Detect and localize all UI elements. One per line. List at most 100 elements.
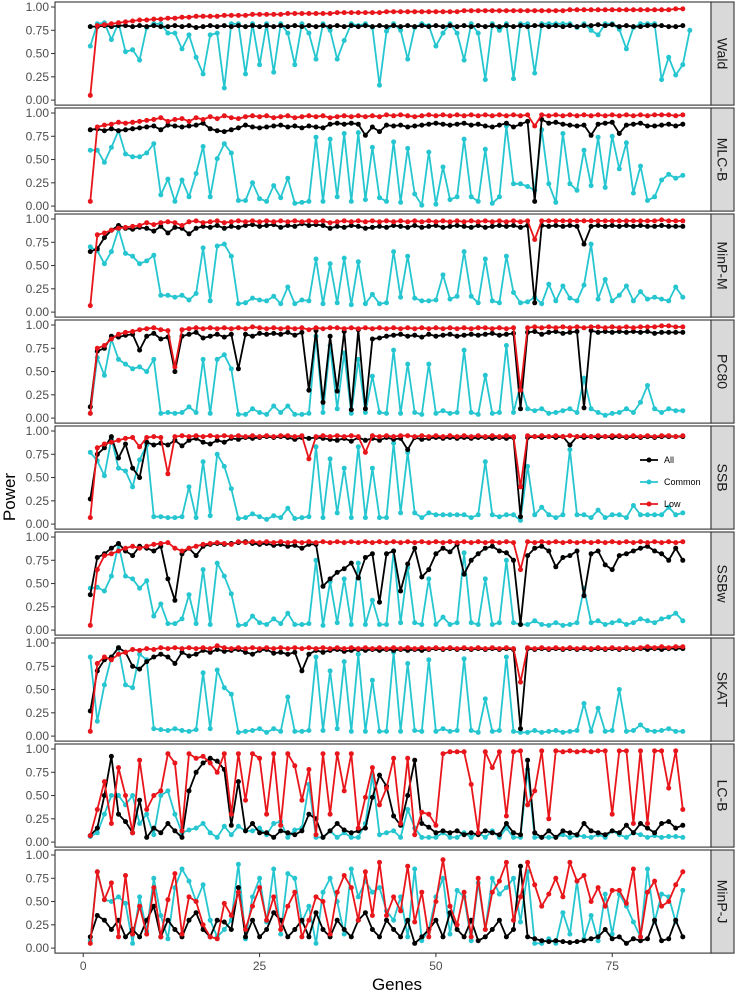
data-point: [264, 927, 270, 932]
data-point: [108, 121, 114, 127]
data-point: [327, 875, 333, 881]
data-point: [200, 245, 206, 251]
data-point: [532, 23, 538, 29]
data-point: [292, 200, 298, 206]
data-point: [673, 408, 679, 414]
data-point: [348, 114, 354, 120]
data-point: [151, 726, 157, 732]
data-point: [292, 827, 298, 833]
data-point: [228, 822, 234, 828]
data-point: [278, 539, 284, 545]
data-point: [144, 659, 150, 665]
data-point: [638, 616, 643, 622]
data-point: [250, 222, 255, 228]
strip-label-pc80: PC80: [715, 354, 731, 389]
data-point: [235, 125, 241, 131]
data-point: [405, 661, 411, 666]
data-point: [299, 329, 305, 335]
data-point: [609, 539, 615, 545]
data-point: [638, 938, 643, 944]
data-point: [144, 578, 150, 584]
data-point: [440, 875, 446, 881]
data-point: [560, 24, 566, 30]
data-point: [221, 645, 227, 651]
data-point: [553, 199, 559, 205]
data-point: [87, 592, 93, 598]
data-point: [616, 223, 622, 229]
data-point: [602, 728, 608, 734]
data-point: [348, 23, 354, 29]
data-point: [518, 224, 523, 230]
y-tick-label: 0.50: [26, 259, 50, 273]
data-point: [243, 71, 248, 77]
data-point: [377, 599, 382, 605]
data-point: [412, 728, 418, 733]
data-point: [94, 661, 100, 666]
data-point: [306, 23, 312, 29]
data-point: [405, 333, 411, 339]
data-point: [257, 726, 263, 732]
data-point: [362, 437, 368, 443]
data-point: [151, 330, 157, 336]
data-point: [292, 875, 298, 881]
data-point: [574, 324, 580, 330]
data-point: [116, 20, 121, 26]
data-point: [426, 824, 432, 830]
data-point: [412, 434, 418, 440]
data-point: [348, 10, 354, 16]
data-point: [482, 459, 488, 465]
data-point: [609, 298, 615, 304]
data-point: [250, 613, 255, 619]
data-point: [447, 645, 453, 651]
data-point: [186, 14, 192, 20]
data-point: [666, 433, 672, 439]
data-point: [369, 336, 375, 342]
data-point: [511, 557, 516, 563]
data-point: [355, 130, 361, 136]
data-point: [489, 543, 495, 549]
data-point: [137, 223, 143, 228]
data-point: [454, 749, 460, 755]
data-point: [666, 785, 672, 791]
data-point: [489, 326, 495, 332]
data-point: [137, 545, 143, 551]
data-point: [306, 198, 312, 204]
data-point: [532, 646, 538, 652]
data-point: [645, 296, 650, 302]
data-point: [652, 512, 658, 518]
data-point: [313, 894, 319, 900]
data-point: [123, 573, 128, 579]
data-point: [320, 622, 326, 628]
data-point: [299, 828, 305, 834]
series-all: [87, 863, 686, 946]
data-point: [412, 940, 418, 946]
data-point: [179, 728, 185, 733]
data-point: [553, 298, 559, 304]
data-point: [137, 327, 143, 333]
data-point: [172, 621, 178, 627]
data-point: [355, 434, 361, 440]
data-point: [567, 645, 573, 651]
data-point: [475, 30, 481, 36]
data-point: [652, 830, 658, 836]
data-point: [250, 511, 255, 517]
data-point: [313, 24, 319, 30]
data-point: [377, 114, 382, 120]
data-point: [257, 934, 263, 940]
data-point: [355, 834, 361, 840]
data-point: [200, 220, 206, 226]
data-point: [123, 793, 128, 798]
data-point: [680, 329, 686, 335]
data-point: [207, 224, 213, 230]
data-point: [87, 654, 93, 660]
data-point: [581, 122, 587, 128]
data-point: [377, 622, 382, 627]
data-point: [447, 834, 453, 840]
data-point: [271, 646, 277, 652]
data-point: [377, 645, 382, 651]
data-point: [313, 557, 319, 563]
data-point: [207, 755, 213, 761]
data-point: [186, 545, 192, 551]
data-point: [581, 938, 587, 944]
data-point: [243, 515, 248, 521]
